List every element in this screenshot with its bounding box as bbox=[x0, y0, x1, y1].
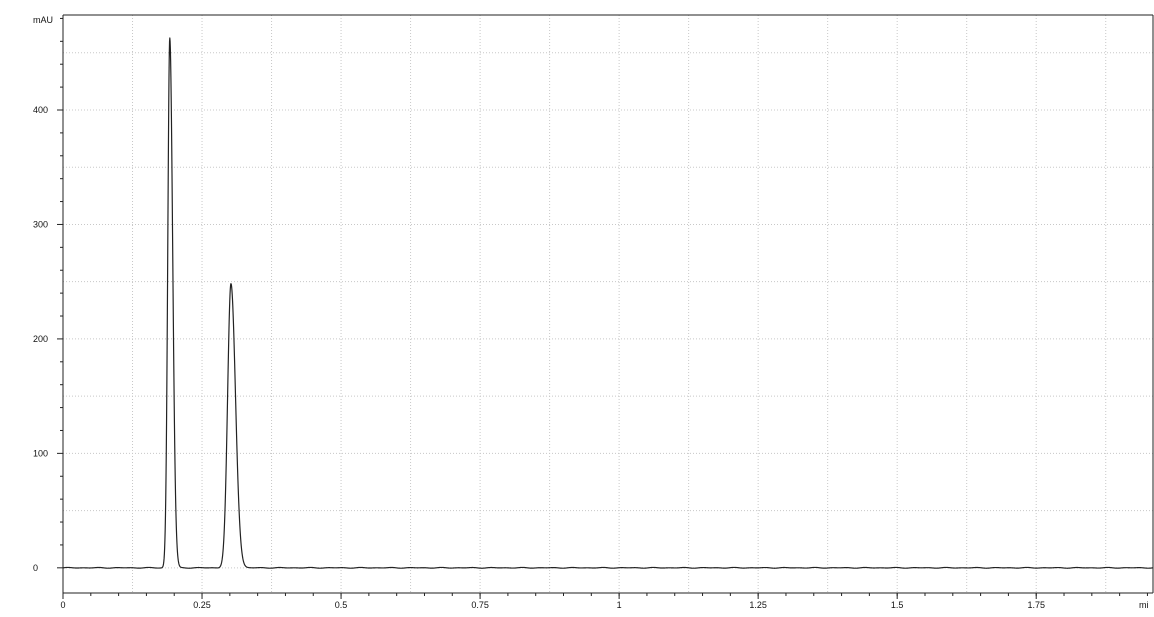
chromatogram-trace bbox=[62, 37, 1154, 569]
x-tick-label: 0.25 bbox=[193, 600, 211, 610]
x-tick-label: 1.75 bbox=[1027, 600, 1045, 610]
axis-layer bbox=[62, 14, 1154, 594]
x-unit-label: mi bbox=[1139, 600, 1149, 610]
y-tick-label: 400 bbox=[33, 105, 48, 115]
x-tick-label: 1.5 bbox=[891, 600, 904, 610]
grid-layer bbox=[63, 15, 1153, 593]
y-tick-label: 300 bbox=[33, 219, 48, 229]
y-tick-label: 200 bbox=[33, 334, 48, 344]
y-tick-label: 100 bbox=[33, 448, 48, 458]
x-tick-label: 1 bbox=[617, 600, 622, 610]
x-tick-label: 1.25 bbox=[749, 600, 767, 610]
tick-layer: 0 100 200 300 400 0 0.25 0.5 0.75 1 1.25 1.5 1.75 bbox=[33, 17, 1148, 610]
x-tick-label: 0.75 bbox=[471, 600, 489, 610]
x-tick-label: 0 bbox=[60, 600, 65, 610]
y-tick-label: 0 bbox=[33, 563, 38, 573]
y-unit-label: mAU bbox=[33, 15, 53, 25]
x-tick-label: 0.5 bbox=[335, 600, 348, 610]
series-layer bbox=[62, 37, 1154, 569]
